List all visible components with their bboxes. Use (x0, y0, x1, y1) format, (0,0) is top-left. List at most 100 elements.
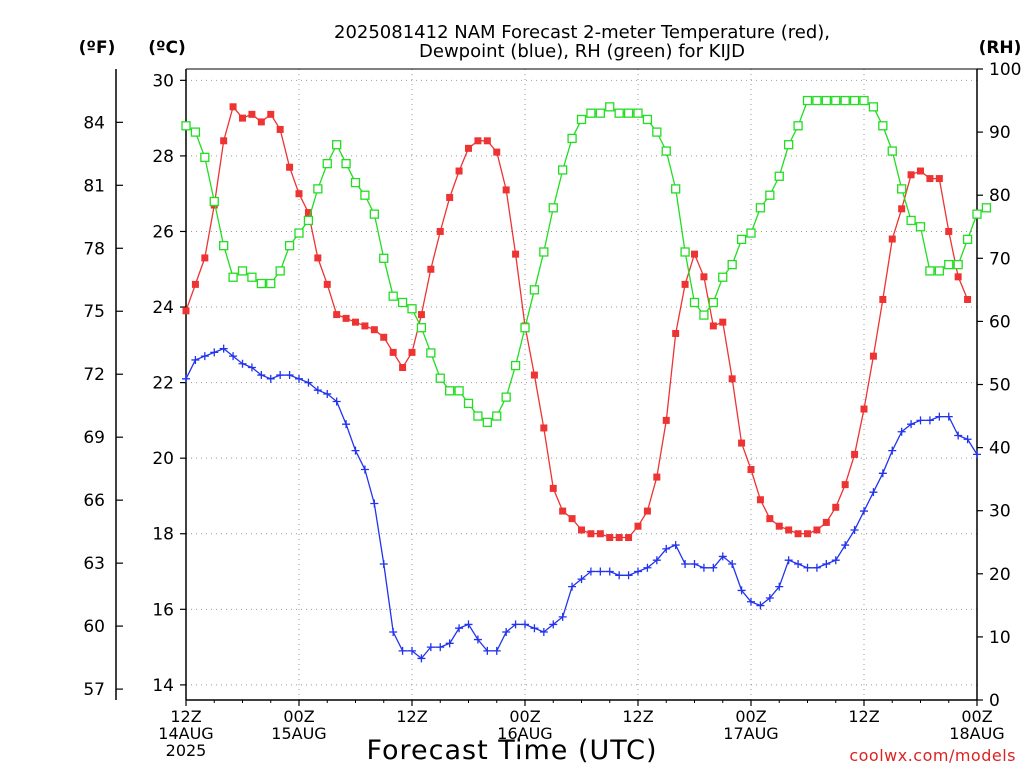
temperature-point (314, 254, 322, 262)
temperature-point (756, 496, 764, 504)
temperature-point (945, 227, 953, 235)
rh-point (275, 266, 285, 276)
temperature-point (681, 280, 689, 288)
temperature-point (474, 137, 482, 145)
temperature-point (568, 515, 576, 523)
fahrenheit-tick-label: 57 (83, 680, 105, 700)
rh-point (576, 114, 587, 125)
dewpoint-point (511, 620, 520, 629)
dewpoint-point (747, 597, 755, 606)
rh-point (962, 234, 973, 245)
dewpoint-point (812, 563, 821, 572)
dewpoint-point (634, 567, 642, 576)
rh-point (332, 140, 342, 150)
dewpoint-point (558, 612, 567, 621)
temperature-point (615, 534, 623, 542)
temperature-point (860, 405, 868, 413)
temperature-point (408, 348, 416, 356)
temperature-point (898, 205, 906, 213)
temperature-point (832, 503, 840, 511)
temperature-point (502, 186, 510, 194)
rh-point (934, 266, 944, 276)
fahrenheit-tick-label: 81 (83, 176, 105, 196)
temperature-point (276, 125, 284, 133)
rh-point (454, 386, 464, 396)
rh-point (520, 323, 530, 333)
dewpoint-point (935, 412, 944, 421)
dewpoint-point (464, 620, 473, 629)
rh-point (426, 348, 436, 358)
rh-point (492, 411, 502, 421)
dewpoint-point (539, 627, 548, 636)
credit-label: coolwx.com/models (849, 746, 1016, 765)
dewpoint-point (699, 563, 708, 572)
dewpoint-point (803, 563, 812, 572)
dewpoint-point (841, 541, 850, 550)
rh-point (614, 108, 624, 118)
dewpoint-point (323, 389, 332, 398)
rh-point (445, 386, 455, 396)
dewpoint-point (652, 556, 661, 565)
dewpoint-point (398, 646, 407, 655)
temperature-point (672, 329, 680, 337)
dewpoint-point (473, 635, 482, 644)
dewpoint-point (925, 416, 934, 425)
dewpoint-point (624, 571, 633, 580)
series-line-dewpoint (185, 347, 978, 660)
dewpoint-point (285, 371, 294, 380)
temperature-point (239, 114, 246, 122)
rh-point (303, 215, 314, 226)
temperature-point (813, 526, 821, 534)
dewpoint-point (568, 582, 577, 591)
temperature-point (926, 175, 934, 183)
rh-tick-label: 30 (989, 502, 1011, 522)
rh-point (209, 196, 219, 207)
rh-point (755, 203, 766, 213)
dewpoint-point (605, 567, 614, 576)
dewpoint-point (417, 654, 426, 663)
temperature-point (907, 171, 915, 179)
temperature-point (295, 190, 303, 198)
temperature-point (917, 167, 924, 175)
unit-label-fahrenheit: (ºF) (79, 38, 116, 58)
dewpoint-point (586, 567, 595, 576)
rh-point (925, 266, 935, 276)
dewpoint-point (436, 643, 445, 652)
celsius-tick-label: 30 (152, 71, 174, 91)
dewpoint-point (200, 352, 209, 361)
temperature-point (361, 322, 369, 330)
dewpoint-point (238, 359, 247, 368)
dewpoint-point (577, 575, 586, 584)
temperature-point (587, 530, 595, 538)
temperature-point (625, 534, 633, 542)
temperature-point (775, 522, 783, 530)
rh-point (784, 140, 794, 150)
x-tick-label: 00Z (961, 707, 992, 726)
temperature-point (719, 318, 727, 326)
x-tick-label: 16AUG (497, 724, 552, 743)
rh-point (868, 102, 879, 112)
temperature-point (794, 530, 802, 538)
dewpoint-point (944, 412, 953, 421)
rh-point (906, 215, 916, 226)
dewpoint-point (737, 586, 746, 595)
temperature-point (380, 333, 388, 341)
temperature-point (879, 295, 887, 303)
dewpoint-point (276, 371, 285, 380)
x-tick-label: 12Z (848, 707, 879, 726)
temperature-point (248, 110, 256, 118)
dewpoint-point (426, 643, 435, 652)
temperature-point (483, 137, 491, 145)
rh-point (322, 158, 332, 169)
temperature-point (370, 326, 378, 334)
dewpoint-point (342, 420, 351, 429)
rh-point (219, 241, 229, 251)
temperature-point (220, 137, 228, 145)
temperature-point (323, 280, 331, 288)
dewpoint-point (963, 435, 972, 444)
series-dewpoint (182, 344, 981, 663)
temperature-point (785, 526, 793, 534)
dewpoint-point (304, 378, 313, 387)
rh-point (435, 373, 445, 383)
